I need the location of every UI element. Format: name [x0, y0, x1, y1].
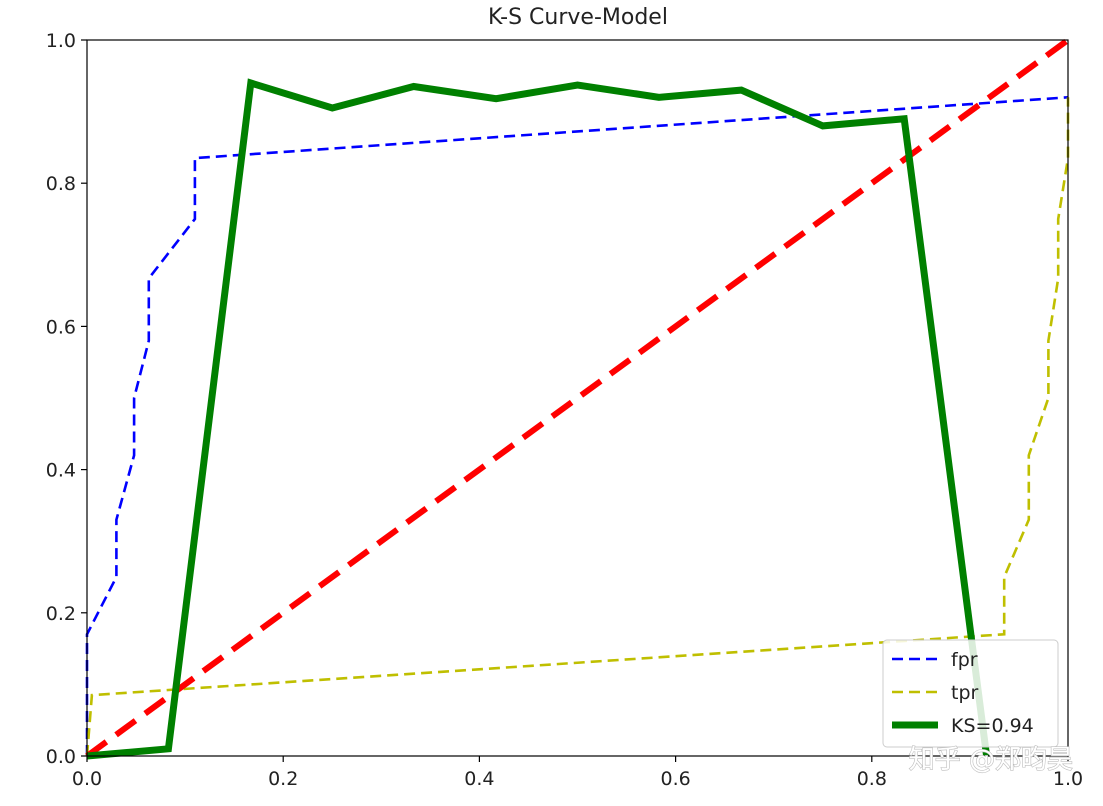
- series-line-tpr: [85, 97, 1070, 757]
- y-tick-label: 0.8: [46, 173, 76, 195]
- y-tick-label: 0.4: [46, 460, 76, 482]
- x-axis: 0.0 0.2 0.4 0.6 0.8 1.0: [72, 756, 1083, 790]
- legend-box: [882, 639, 1059, 748]
- series-layer: [85, 37, 1070, 760]
- plot-frame: [86, 39, 1069, 757]
- y-tick-label: 1.0: [46, 30, 76, 52]
- series-line-diagonal: [85, 37, 1070, 759]
- x-tick-label: 0.6: [660, 768, 690, 790]
- legend-label: fpr: [951, 649, 978, 671]
- legend: fpr tpr KS=0.94: [882, 639, 1059, 748]
- watermark: 知乎 @郑昀昊: [909, 745, 1073, 775]
- legend-label: tpr: [951, 682, 979, 704]
- series-line-fpr: [85, 96, 1069, 756]
- y-axis: 0.0 0.2 0.4 0.6 0.8 1.0: [46, 30, 87, 768]
- y-tick-label: 0.2: [46, 603, 76, 625]
- x-tick-label: 0.0: [72, 768, 102, 790]
- x-tick-label: 0.4: [464, 768, 494, 790]
- x-tick-label: 0.8: [857, 768, 887, 790]
- y-tick-label: 0.6: [46, 316, 76, 338]
- legend-label: KS=0.94: [951, 715, 1034, 737]
- x-tick-label: 1.0: [1053, 768, 1083, 790]
- y-tick-label: 0.0: [46, 746, 76, 768]
- series-line-ks-0-94: [86, 78, 991, 760]
- x-tick-label: 0.2: [268, 768, 298, 790]
- chart-title: K-S Curve-Model: [488, 5, 668, 30]
